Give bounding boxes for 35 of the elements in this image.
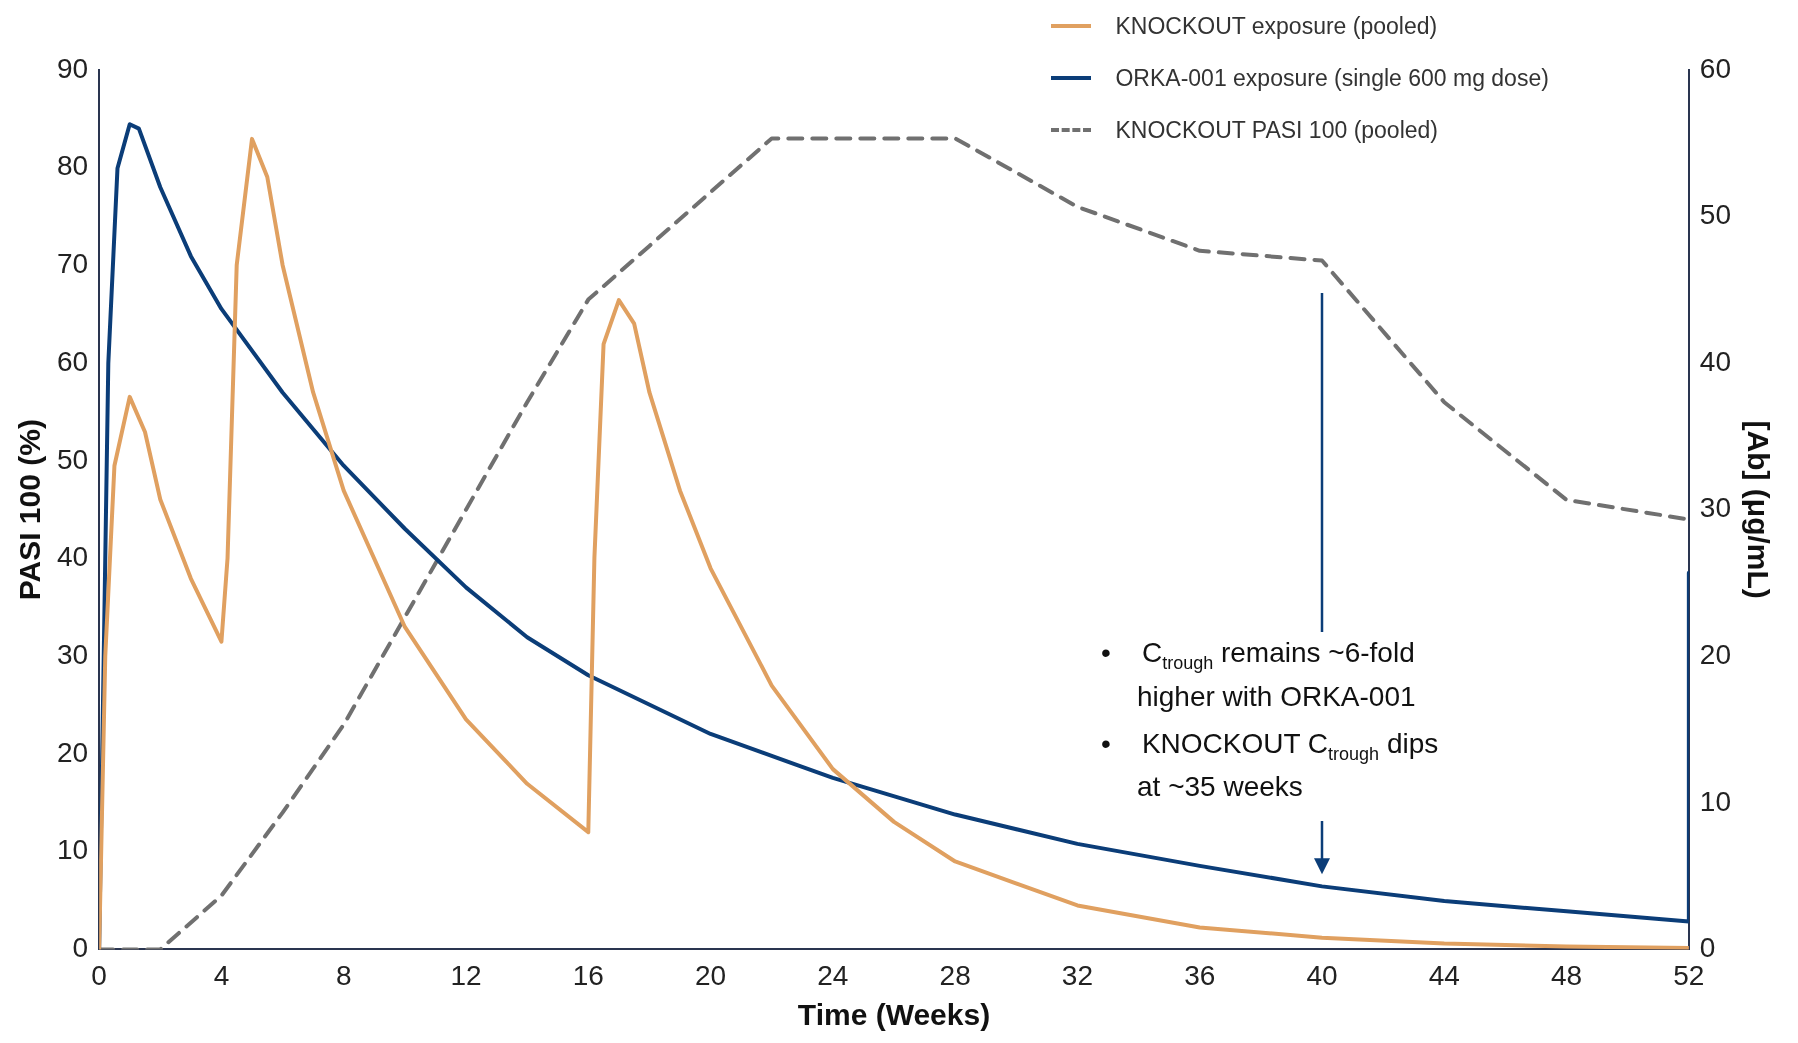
y-tick-label: 50 [56,443,89,475]
legend-label: KNOCKOUT PASI 100 (pooled) [1115,116,1439,144]
y2-tick-label: 20 [1699,638,1732,670]
legend-label: KNOCKOUT exposure (pooled) [1115,12,1438,40]
x-tick-label: 40 [1306,959,1338,991]
y-tick-label: 60 [56,345,89,377]
y-tick-label: 90 [56,52,89,84]
x-tick-label: 16 [572,959,604,991]
legend-label: ORKA-001 exposure (single 600 mg dose) [1115,64,1549,92]
y2-tick-label: 60 [1699,52,1732,84]
x-tick-label: 8 [335,959,352,991]
y2-axis-title: [Ab] (μg/mL) [1741,420,1775,599]
y-tick-label: 80 [56,150,89,182]
y-tick-label: 40 [56,541,89,573]
y2-tick-label: 40 [1699,345,1732,377]
x-tick-label: 28 [939,959,971,991]
x-tick-label: 20 [694,959,727,991]
x-tick-label: 24 [817,959,849,991]
x-axis-title: Time (Weeks) [797,998,991,1032]
text: • KNOCKOUT C$_{trough}$ dips at ~35 weeks [1101,727,1439,803]
y2-tick-label: 50 [1699,199,1732,231]
y-axis-title: PASI 100 (%) [13,419,47,601]
x-tick-label: 36 [1184,959,1216,991]
x-tick-label: 44 [1428,959,1460,991]
y-tick-label: 30 [56,638,89,670]
y2-tick-label: 10 [1699,785,1732,817]
y-tick-label: 70 [56,248,89,280]
x-tick-label: 32 [1061,959,1094,991]
y2-tick-label: 30 [1699,492,1732,524]
y-tick-label: 10 [56,834,89,866]
x-tick-label: 48 [1550,959,1583,991]
y-tick-label: 0 [72,932,89,964]
y-tick-label: 20 [56,736,89,768]
x-tick-label: 4 [213,959,230,991]
x-tick-label: 12 [450,959,482,991]
